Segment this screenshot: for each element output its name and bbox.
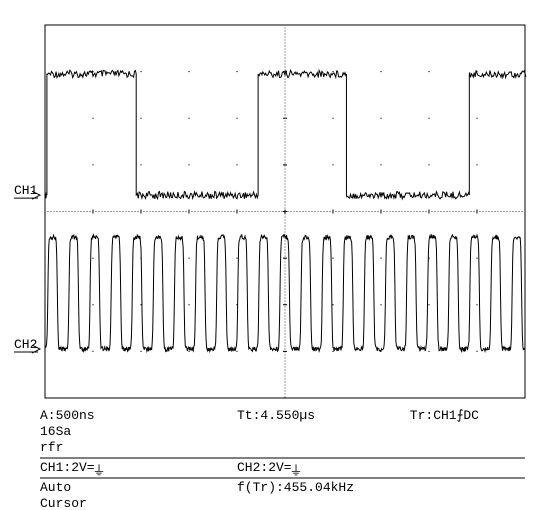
- readout-tr: Tr:CH1⨍DC: [410, 408, 479, 423]
- oscilloscope-capture: [0, 0, 541, 510]
- readout-cursor: Cursor: [40, 496, 87, 510]
- gnd-sym-icon: ⏚: [290, 460, 303, 479]
- readout-tt: Tt:4.550µs: [237, 408, 315, 423]
- readout-auto: Auto: [40, 480, 71, 495]
- readout-ch1-scale: CH1:2V=: [40, 460, 95, 475]
- readout-a-timebase: A:500ns: [40, 408, 95, 423]
- readout-rfr: rfr: [40, 440, 63, 455]
- readout-samples: 16Sa: [40, 424, 71, 439]
- readout-freq: f(Tr):455.04kHz: [237, 480, 354, 495]
- oscilloscope-svg: [0, 0, 541, 510]
- ch1-label: CH1: [14, 183, 37, 198]
- ch1-trace: [45, 70, 526, 199]
- readout-ch2-scale: CH2:2V=: [237, 460, 292, 475]
- gnd-sym-icon: ⏚: [93, 460, 106, 479]
- ch2-label: CH2: [14, 337, 37, 352]
